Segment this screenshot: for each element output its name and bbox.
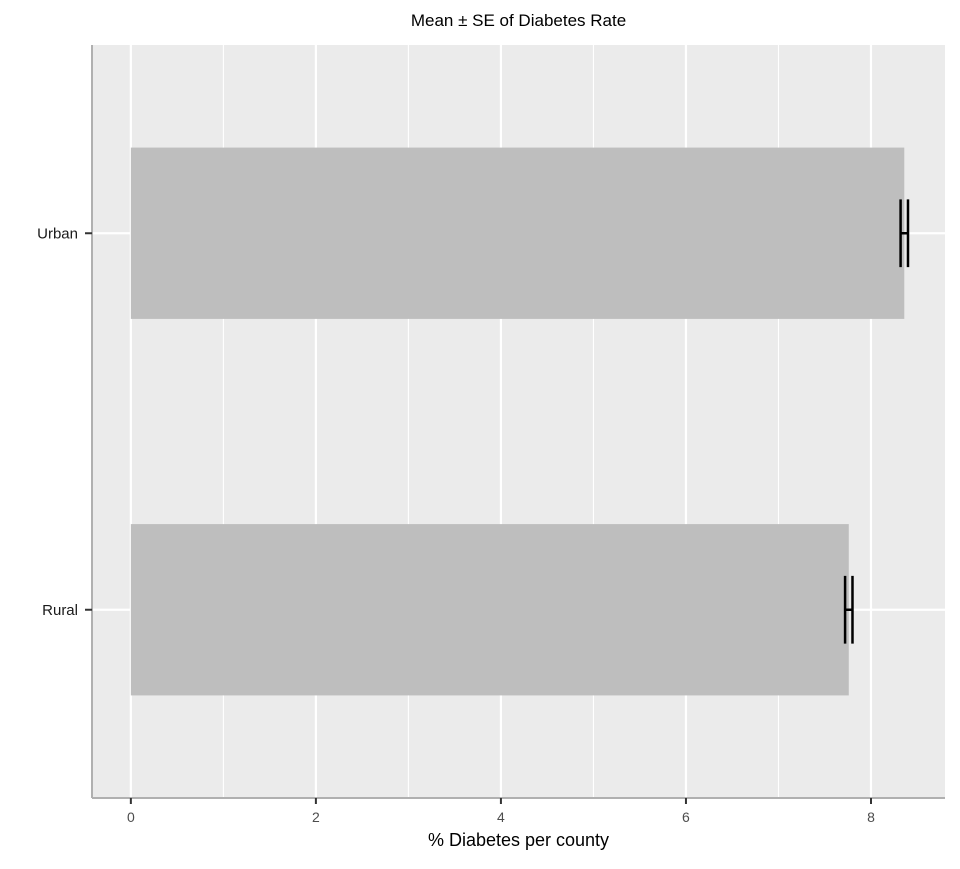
- error-bars: [843, 199, 910, 644]
- chart-title: Mean ± SE of Diabetes Rate: [411, 11, 626, 30]
- x-tick-label: 8: [867, 809, 875, 825]
- x-tick-label: 2: [312, 809, 320, 825]
- x-ticks: 0 2 4 6 8: [127, 798, 875, 825]
- axes: [91, 45, 945, 799]
- bar-urban: [130, 147, 905, 319]
- y-tick-label-urban: Urban: [37, 225, 78, 242]
- y-tick-label-rural: Rural: [42, 602, 78, 619]
- x-tick-label: 4: [497, 809, 505, 825]
- y-ticks: Urban Rural: [37, 225, 92, 619]
- bars: [130, 147, 905, 696]
- x-tick-label: 6: [682, 809, 690, 825]
- bar-rural: [130, 524, 849, 696]
- x-tick-label: 0: [127, 809, 135, 825]
- x-axis-title: % Diabetes per county: [428, 830, 609, 850]
